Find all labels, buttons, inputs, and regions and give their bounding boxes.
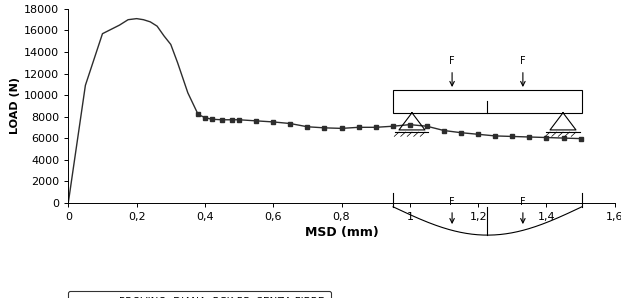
X-axis label: MSD (mm): MSD (mm) [305,226,378,239]
Text: F: F [520,55,526,66]
Text: F: F [449,55,455,66]
Text: F: F [520,197,526,207]
Bar [393,90,582,113]
Legend: PROVINO  DIANA  RCK 55  SENZA FIBRE: PROVINO DIANA RCK 55 SENZA FIBRE [68,291,331,298]
Text: F: F [449,197,455,207]
Y-axis label: LOAD (N): LOAD (N) [10,77,20,134]
